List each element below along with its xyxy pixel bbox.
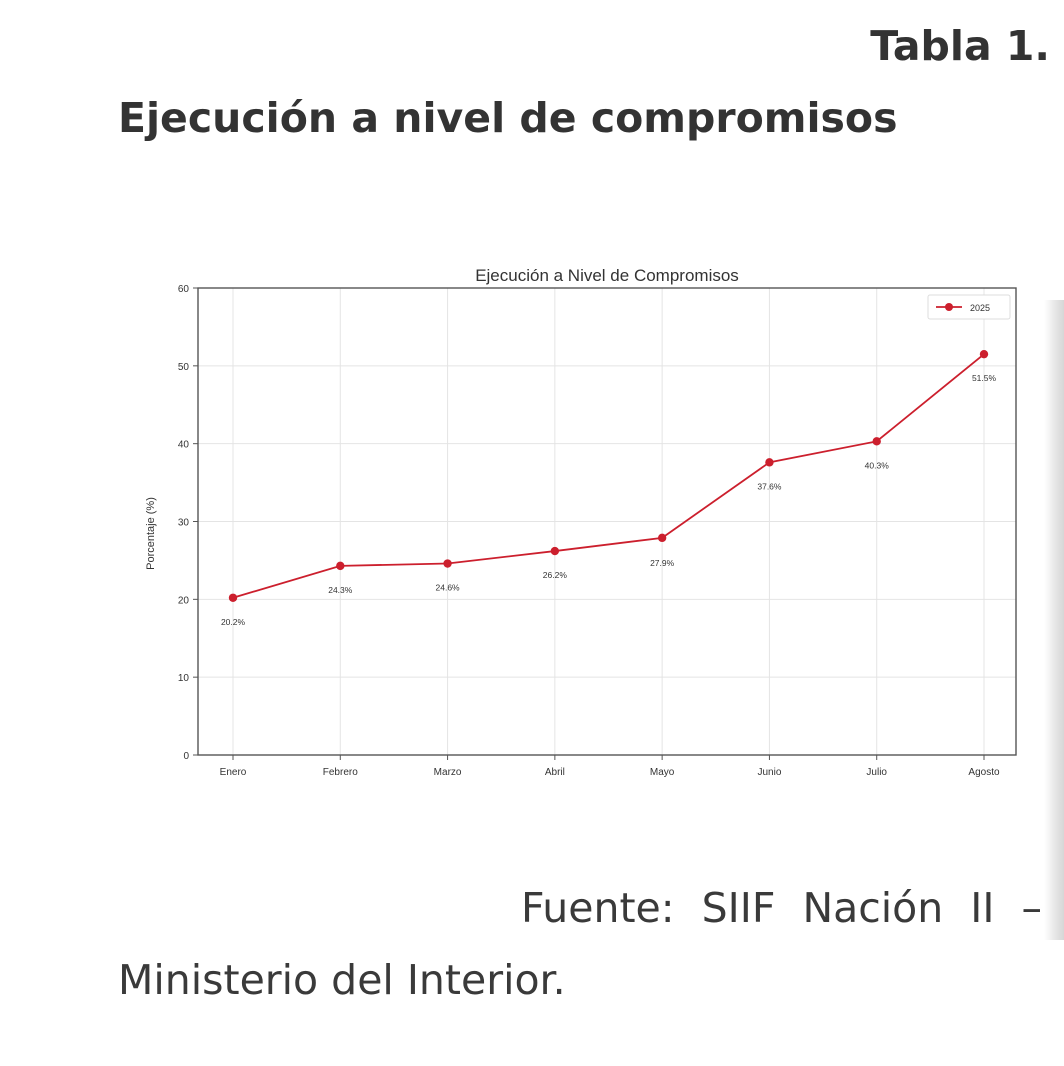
- x-tick-label: Abril: [545, 767, 565, 778]
- x-tick-label: Junio: [757, 767, 781, 778]
- legend-label: 2025: [970, 303, 990, 313]
- series-line: [232, 353, 985, 599]
- document-title: Ejecución a nivel de compromisos: [118, 94, 898, 142]
- data-point: [765, 458, 774, 467]
- y-tick-label: 60: [178, 284, 190, 295]
- chart-title: Ejecución a Nivel de Compromisos: [475, 266, 739, 285]
- data-label: 26.2%: [543, 570, 568, 580]
- line-chart: 0 10 20 30 40 50 60 Enero Febrero Marzo Abril Mayo…: [140, 255, 1020, 800]
- y-tick-label: 30: [178, 518, 190, 529]
- chart-grid: [198, 287, 1016, 756]
- data-point: [872, 437, 881, 446]
- source-line-2: Ministerio del Interior.: [118, 956, 566, 1004]
- y-tick-label: 50: [178, 362, 190, 373]
- y-tick-label: 20: [178, 595, 190, 606]
- data-label: 20.2%: [221, 617, 246, 627]
- page-edge-shadow: [1044, 300, 1064, 940]
- y-tick-label: 10: [178, 673, 190, 684]
- data-point: [443, 559, 452, 568]
- chart-legend: 2025: [927, 294, 1011, 320]
- data-point: [550, 546, 560, 556]
- chart-background: [140, 255, 1020, 800]
- data-label: 24.3%: [328, 585, 353, 595]
- y-tick-label: 40: [178, 440, 190, 451]
- data-point: [979, 349, 989, 359]
- data-label: 27.9%: [650, 558, 675, 568]
- y-axis-label: Porcentaje (%): [145, 497, 157, 570]
- chart-canvas: 0 10 20 30 40 50 60 Enero Febrero Marzo Abril Mayo…: [140, 255, 1020, 800]
- data-label: 37.6%: [757, 481, 782, 491]
- x-tick-label: Mayo: [650, 767, 675, 778]
- y-tick-label: 0: [183, 751, 189, 762]
- x-axis-ticks: Enero Febrero Marzo Abril Mayo Junio Julio Agos…: [220, 755, 1000, 778]
- source-line-1: Fuente: SIIF Nación II –: [520, 884, 1042, 932]
- x-tick-label: Julio: [866, 767, 887, 778]
- x-tick-label: Enero: [220, 767, 247, 778]
- data-label: 40.3%: [865, 460, 890, 470]
- legend-marker: [945, 303, 953, 311]
- x-tick-label: Agosto: [968, 767, 1000, 778]
- legend-box: [927, 294, 1011, 320]
- data-label: 51.5%: [972, 373, 997, 383]
- series-2025: 20.2% 24.3% 24.6% 26.2% 27.9% 37.6% 40.3% 51.5%: [221, 349, 997, 627]
- data-point: [228, 593, 238, 602]
- data-label: 24.6%: [436, 583, 461, 593]
- y-axis-ticks: 0 10 20 30 40 50 60: [178, 284, 198, 762]
- source-note: Fuente: SIIF Nación II – Ministerio del …: [118, 872, 1042, 1016]
- data-point: [657, 533, 667, 543]
- table-label: Tabla 1.: [870, 22, 1050, 70]
- x-tick-label: Marzo: [434, 767, 462, 778]
- data-point: [336, 561, 345, 571]
- x-tick-label: Febrero: [323, 767, 358, 778]
